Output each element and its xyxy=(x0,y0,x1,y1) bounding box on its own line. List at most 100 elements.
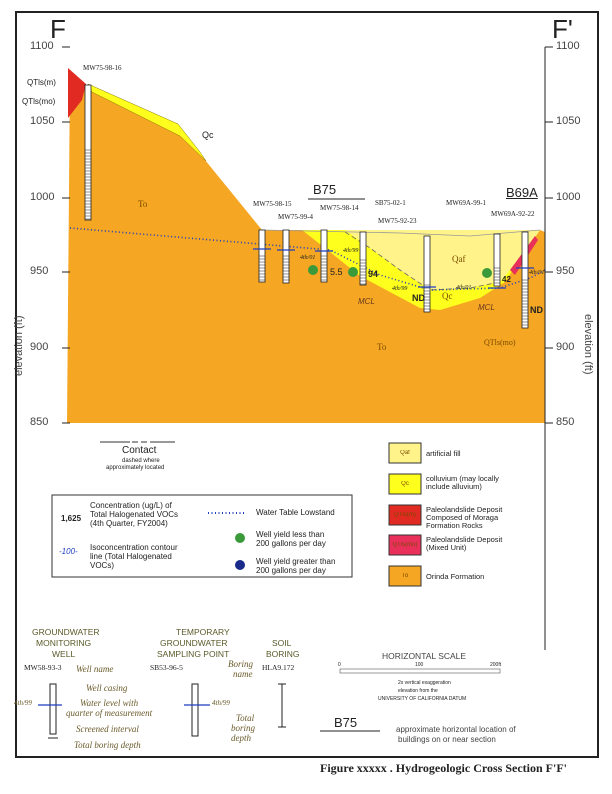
key-well-casing: Well casing xyxy=(86,683,128,693)
temp-title: SAMPLING POINT xyxy=(157,649,230,659)
contact-note: approximately located xyxy=(106,465,165,471)
unit-description: colluvium (may locally xyxy=(426,474,499,483)
blue-dot-symbol xyxy=(235,560,245,570)
key-well-name: Well name xyxy=(76,664,114,674)
unit-label-qtls-mo: QTls(mo) xyxy=(22,97,56,106)
water-date-label: 4th/01 xyxy=(456,285,472,291)
mcl-label: MCL xyxy=(358,297,375,306)
datum-text: elevation from the xyxy=(398,688,438,694)
well-mw69a-99-1 xyxy=(493,233,501,287)
gw-title: MONITORING xyxy=(36,638,92,648)
concentration-label: 94 xyxy=(368,269,379,279)
unit-code: Qc xyxy=(401,481,409,487)
unit-description: Paleolandslide Deposit xyxy=(426,535,503,544)
unit-description: Paleolandslide Deposit xyxy=(426,505,503,514)
geology xyxy=(67,68,546,423)
section-label-right: F' xyxy=(552,14,573,44)
horizontal-scale-bar xyxy=(339,668,501,674)
well-label: MW75-98-16 xyxy=(83,64,122,72)
key-total-depth: Total boring depth xyxy=(74,740,141,750)
unit-code: To xyxy=(401,573,409,579)
unit-swatch xyxy=(388,504,422,526)
well-label: MW75-98-14 xyxy=(320,204,359,212)
hscale-title: HORIZONTAL SCALE xyxy=(382,651,467,661)
well-label: SB75-02-1 xyxy=(375,199,406,207)
unit-label-qtls-m: QTls(m) xyxy=(27,78,56,87)
green-dot-symbol xyxy=(235,533,245,543)
datum-text: UNIVERSITY OF CALIFORNIA DATUM xyxy=(378,696,467,702)
key-building-code: B75 xyxy=(334,715,358,730)
well-label: MW69A-99-1 xyxy=(446,199,487,207)
gw-name: MW58-93-3 xyxy=(24,663,62,672)
unit-code: Qaf xyxy=(400,450,410,456)
hscale-tick: 0 xyxy=(338,662,341,668)
key-water-level: Water level with xyxy=(80,698,139,708)
y-axis-label-left: elevation (ft) xyxy=(13,315,25,376)
water-date-label: 4th/99 xyxy=(392,286,408,292)
surface-line xyxy=(261,229,541,237)
concentration-label: ND xyxy=(412,293,425,303)
soil-title: SOIL xyxy=(272,638,292,648)
unit-legend xyxy=(388,442,422,587)
water-date-label: 4th/01 xyxy=(529,270,545,276)
building-b75-label: B75 xyxy=(313,182,337,197)
conc-text: Concentration (ug/L) of xyxy=(90,501,172,510)
y-tick-label: 950 xyxy=(30,265,49,277)
well-label: MW69A-92-22 xyxy=(491,210,535,218)
unit-label-qtls-mo: QTls(mo) xyxy=(484,338,516,347)
key-boring-name: Boring xyxy=(228,659,254,669)
well-yield-low-marker xyxy=(482,268,492,278)
water-date-label: 4th/01 xyxy=(300,255,316,261)
key-total-boring: Total xyxy=(236,713,255,723)
unit-swatch xyxy=(388,442,422,464)
vert-exaggeration: 2x vertical exaggeration xyxy=(398,680,451,686)
figure-caption: Figure xxxxx . Hydrogeologic Cross Secti… xyxy=(320,761,567,775)
iso-text: line (Total Halogenated xyxy=(90,552,172,561)
water-levels xyxy=(253,248,534,289)
temp-name: SB53-96-5 xyxy=(150,663,183,672)
unit-label-qc: Qc xyxy=(202,130,214,140)
key-screened: Screened interval xyxy=(76,724,139,734)
key-building-text: approximate horizontal location of xyxy=(396,725,516,734)
unit-swatch xyxy=(388,534,422,556)
unit-code: QTls(mo) xyxy=(392,542,418,548)
unit-description: include alluvium) xyxy=(426,482,482,491)
figure-frame xyxy=(15,11,599,758)
y-tick-label: 950 xyxy=(556,265,575,277)
mcl-label: MCL xyxy=(478,303,495,312)
conc-text: Total Halogenated VOCs xyxy=(90,510,179,519)
temp-point-symbol xyxy=(191,683,199,737)
screens xyxy=(85,149,528,326)
well-mw75-92-23 xyxy=(423,235,431,313)
y-tick-label: 850 xyxy=(30,416,49,428)
section-label-left: F xyxy=(50,14,66,44)
y-axis-ticks xyxy=(62,46,553,424)
temp-title: TEMPORARY xyxy=(176,627,230,637)
yield-high-text: 200 gallons per day xyxy=(256,566,326,575)
iso-value: -100- xyxy=(59,547,78,556)
conc-value: 1,625 xyxy=(61,514,82,523)
unit-description: artificial fill xyxy=(426,449,461,458)
unit-swatch xyxy=(388,565,422,587)
unit-description: Formation Rocks xyxy=(426,521,483,530)
hscale-tick: 100 xyxy=(415,662,424,668)
key-wl-date: 4th/99 xyxy=(212,699,230,707)
unit-description: Composed of Moraga xyxy=(426,513,499,522)
y-tick-label: 1050 xyxy=(30,115,55,127)
y-tick-label: 900 xyxy=(556,341,575,353)
soil-title: BORING xyxy=(266,649,300,659)
key-building-text: buildings on or near section xyxy=(398,735,496,744)
qtls-m xyxy=(68,68,86,118)
unit-label-qc: Qc xyxy=(442,291,453,301)
well-mw75-98-16 xyxy=(84,84,92,221)
contact-note: dashed where xyxy=(122,458,160,464)
concentration-label: 5.5 xyxy=(330,267,343,277)
qc-colluvium-slope xyxy=(87,83,207,162)
well-label: MW75-98-15 xyxy=(253,200,292,208)
yield-high-text: Well yield greater than xyxy=(256,557,336,566)
key-wl-date: 4th/99 xyxy=(14,699,32,707)
well-sb75-02-1 xyxy=(359,231,367,286)
key-boring-name: name xyxy=(233,669,253,679)
key-total-boring: depth xyxy=(231,733,251,743)
